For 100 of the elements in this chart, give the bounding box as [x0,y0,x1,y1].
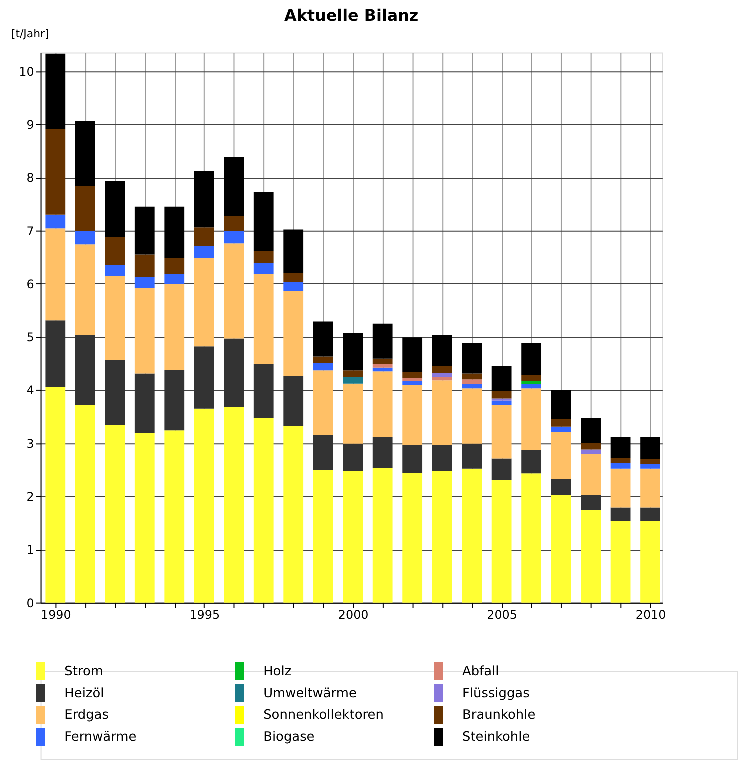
bar [343,370,364,377]
bar [581,450,601,455]
bar [610,520,631,603]
bar [224,216,244,232]
bar [46,214,66,229]
legend-label: Braunkohle [462,708,536,724]
bar [640,459,660,464]
bar [432,380,452,446]
bar [462,380,482,384]
bar [581,454,601,496]
bar [432,373,452,378]
bar [372,437,393,468]
bar [462,374,482,380]
bar [640,464,660,469]
bar [372,324,393,359]
bar [551,426,572,432]
bar [313,370,334,436]
bar [432,377,452,381]
bar [313,435,334,470]
y-tick-label: 7 [26,224,34,238]
bar [75,336,96,406]
x-tick-label: 2005 [487,608,518,622]
legend-label: Heizöl [64,686,104,702]
bar [343,472,364,603]
bar [402,338,423,372]
bar [402,381,423,386]
chart-title: Aktuelle Bilanz [284,6,419,25]
bar [551,432,572,479]
bar [284,291,304,376]
bar [492,480,512,603]
bar [75,244,96,336]
bar [284,426,304,603]
bar [284,230,304,274]
bar [254,418,274,603]
bar [432,366,452,374]
bar [492,391,512,399]
bar [492,405,512,459]
bar [402,378,423,382]
bar [75,121,96,186]
bar [610,463,631,469]
bar [432,446,452,472]
bar [105,181,126,238]
bar [194,346,214,409]
bar [551,390,572,420]
bar [551,419,572,427]
bar [194,258,214,347]
bar [164,274,185,284]
bar [164,284,185,370]
bar [522,474,542,603]
bar [224,157,244,216]
bar [224,244,244,339]
bar [432,336,452,366]
bar [224,407,244,603]
bar [105,425,126,603]
legend-label: Sonnenkollektoren [264,708,384,724]
bar [610,437,631,458]
x-tick-label: 2000 [338,608,369,622]
bar [105,276,126,360]
y-tick-label: 1 [26,543,34,558]
bar [522,343,542,376]
bar [194,228,214,246]
bar [581,443,601,450]
x-tick-label: 2010 [636,608,666,622]
bar [372,468,393,603]
bar [402,473,423,603]
bar [284,282,304,292]
legend-label: Steinkohle [462,730,530,746]
bar [75,186,96,232]
bar [492,458,512,480]
legend-label: Flüssiggas [462,686,530,702]
bar [46,129,66,215]
bar [372,368,393,372]
bar [610,468,631,508]
y-tick-label: 4 [26,384,34,398]
y-tick-label: 9 [26,118,34,132]
bar [581,495,601,510]
bar [551,478,572,496]
legend-label: Holz [264,664,292,680]
bar [313,322,334,357]
bar [194,171,214,228]
bar [522,375,542,382]
y-tick-label: 3 [26,436,34,451]
bar [432,472,452,603]
bar [343,376,364,384]
bar [46,54,66,130]
bar [522,384,542,389]
bar [313,363,334,371]
bar [46,228,66,321]
bar [640,437,660,460]
bar [402,372,423,378]
legend-label: Umweltwärme [264,686,357,702]
bar [284,376,304,426]
bar [551,495,572,603]
x-tick-label: 1995 [190,608,220,622]
bar [581,418,601,444]
bar [372,372,393,438]
bar [313,356,334,364]
bar [492,366,512,392]
bar [402,385,423,446]
bar [462,388,482,444]
